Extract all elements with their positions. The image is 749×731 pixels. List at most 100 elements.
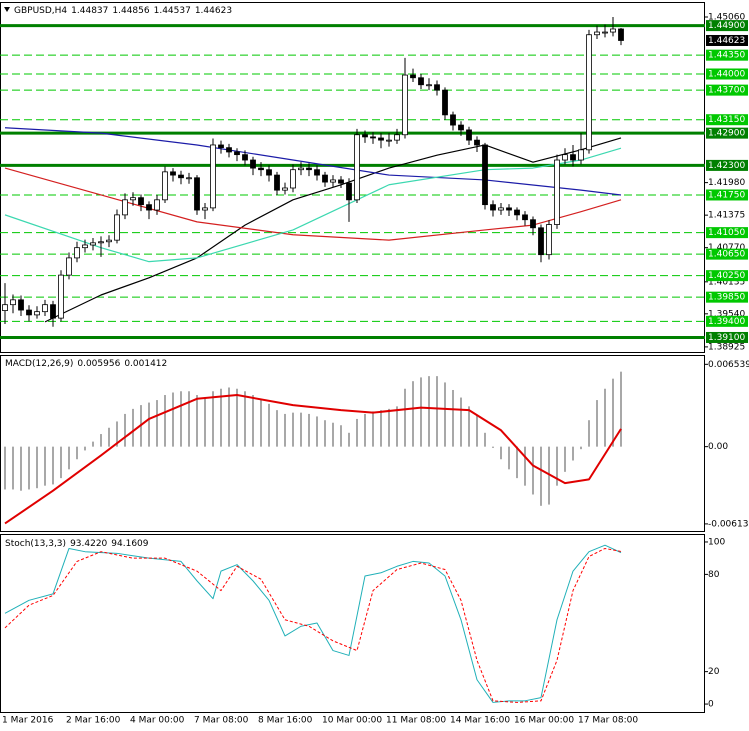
candle-body [26, 309, 32, 316]
macd-bar [316, 416, 318, 447]
y-tick-label: -0.006136 [708, 519, 749, 529]
y-tick-label: 1.41980 [708, 178, 745, 188]
macd-bar [364, 413, 366, 447]
macd-bar [588, 420, 590, 447]
macd-bar [508, 446, 510, 470]
current-price-box [706, 34, 748, 46]
x-tick-label: 2 Mar 16:00 [66, 716, 121, 726]
candle-body [378, 137, 384, 141]
macd-bar [412, 381, 414, 447]
macd-bar [580, 446, 582, 450]
macd-bar [60, 446, 62, 479]
macd-bar [156, 400, 158, 447]
macd-bar [396, 406, 398, 447]
level-label-box [706, 68, 748, 80]
macd-bar [108, 427, 110, 447]
candle-body [290, 169, 296, 189]
plot-layer: 1.45060 1.41980 1.41375 1.40770 1.40135 1.395… [0, 12, 749, 726]
candle-body [274, 174, 280, 191]
macd-bar [348, 432, 350, 447]
macd-bar [260, 398, 262, 447]
candle-body [474, 139, 480, 146]
candle-body [218, 144, 224, 149]
level-label-box [706, 315, 748, 327]
candle-body [354, 134, 360, 201]
indicator-line [4, 394, 622, 525]
level-label-box [706, 291, 748, 303]
candle-body [106, 239, 112, 243]
y-tick-label: 0.00 [708, 442, 728, 452]
candle-body [50, 304, 56, 319]
candle-body [602, 31, 608, 34]
y-tick-label: 1.40135 [708, 277, 745, 287]
level-label-box [706, 159, 748, 171]
macd-bar [188, 391, 190, 447]
macd-bar [404, 388, 406, 447]
macd-bar [36, 446, 38, 489]
macd-readout-signal: 0.001412 [124, 359, 167, 369]
level-label: 1.43150 [708, 115, 745, 125]
macd-bar [516, 446, 518, 479]
level-label: 1.44350 [708, 51, 745, 61]
candle-body [250, 159, 256, 169]
candle-body [410, 74, 416, 79]
macd-bar [284, 413, 286, 447]
macd-bar [84, 446, 86, 451]
candle-body [154, 199, 160, 211]
macd-bar [268, 403, 270, 447]
macd-bar [460, 397, 462, 447]
stoch-pane [0, 534, 705, 713]
level-label: 1.40650 [708, 250, 745, 260]
macd-bar [548, 446, 550, 505]
level-label-box [706, 84, 748, 96]
candle-body [258, 167, 264, 171]
level-label-box [706, 127, 748, 139]
macd-bar [340, 425, 342, 447]
readout-low: 1.44537 [154, 6, 191, 16]
level-label-box [706, 331, 748, 343]
macd-bar [532, 446, 534, 495]
macd-bar [524, 446, 526, 486]
candle-body [338, 179, 344, 184]
macd-bar [4, 446, 6, 490]
candle-body [362, 134, 368, 138]
candle-body [74, 247, 80, 259]
macd-bar [420, 377, 422, 447]
y-tick-label: 1.38925 [708, 342, 745, 352]
macd-bar [132, 408, 134, 447]
current-price-label: 1.44623 [708, 36, 745, 46]
stoch-title: Stoch(13,3,3) [5, 539, 66, 549]
level-label: 1.39400 [708, 317, 745, 327]
level-label-box [706, 270, 748, 282]
macd-bar [300, 412, 302, 447]
macd-bar [604, 388, 606, 447]
candle-body [210, 144, 216, 209]
macd-bar [356, 418, 358, 447]
macd-bar [100, 434, 102, 447]
stoch-header: Stoch(13,3,3) 93.4220 94.1609 [5, 539, 149, 549]
candle-body [538, 227, 544, 256]
candle-body [402, 74, 408, 136]
macd-title: MACD(12,26,9) [5, 359, 73, 369]
y-tick-label: 1.39540 [708, 309, 745, 319]
y-tick-label: 1.40770 [708, 243, 745, 253]
candle-body [610, 28, 616, 33]
x-tick-label: 8 Mar 16:00 [258, 716, 313, 726]
level-label: 1.44000 [708, 69, 745, 79]
candle-body [490, 204, 496, 211]
x-tick-label: 16 Mar 00:00 [514, 716, 574, 726]
level-label-box [706, 189, 748, 201]
candle-body [394, 134, 400, 141]
candle-body [10, 299, 16, 306]
candle-body [618, 28, 624, 41]
level-label-box [706, 114, 748, 126]
candle-body [98, 241, 104, 244]
macd-bar [444, 382, 446, 447]
macd-bar [556, 446, 558, 486]
macd-bar [76, 446, 78, 460]
candle-body [170, 171, 176, 176]
candle-body [298, 167, 304, 171]
candle-body [146, 204, 152, 211]
candle-body [330, 179, 336, 183]
macd-bar [148, 402, 150, 447]
